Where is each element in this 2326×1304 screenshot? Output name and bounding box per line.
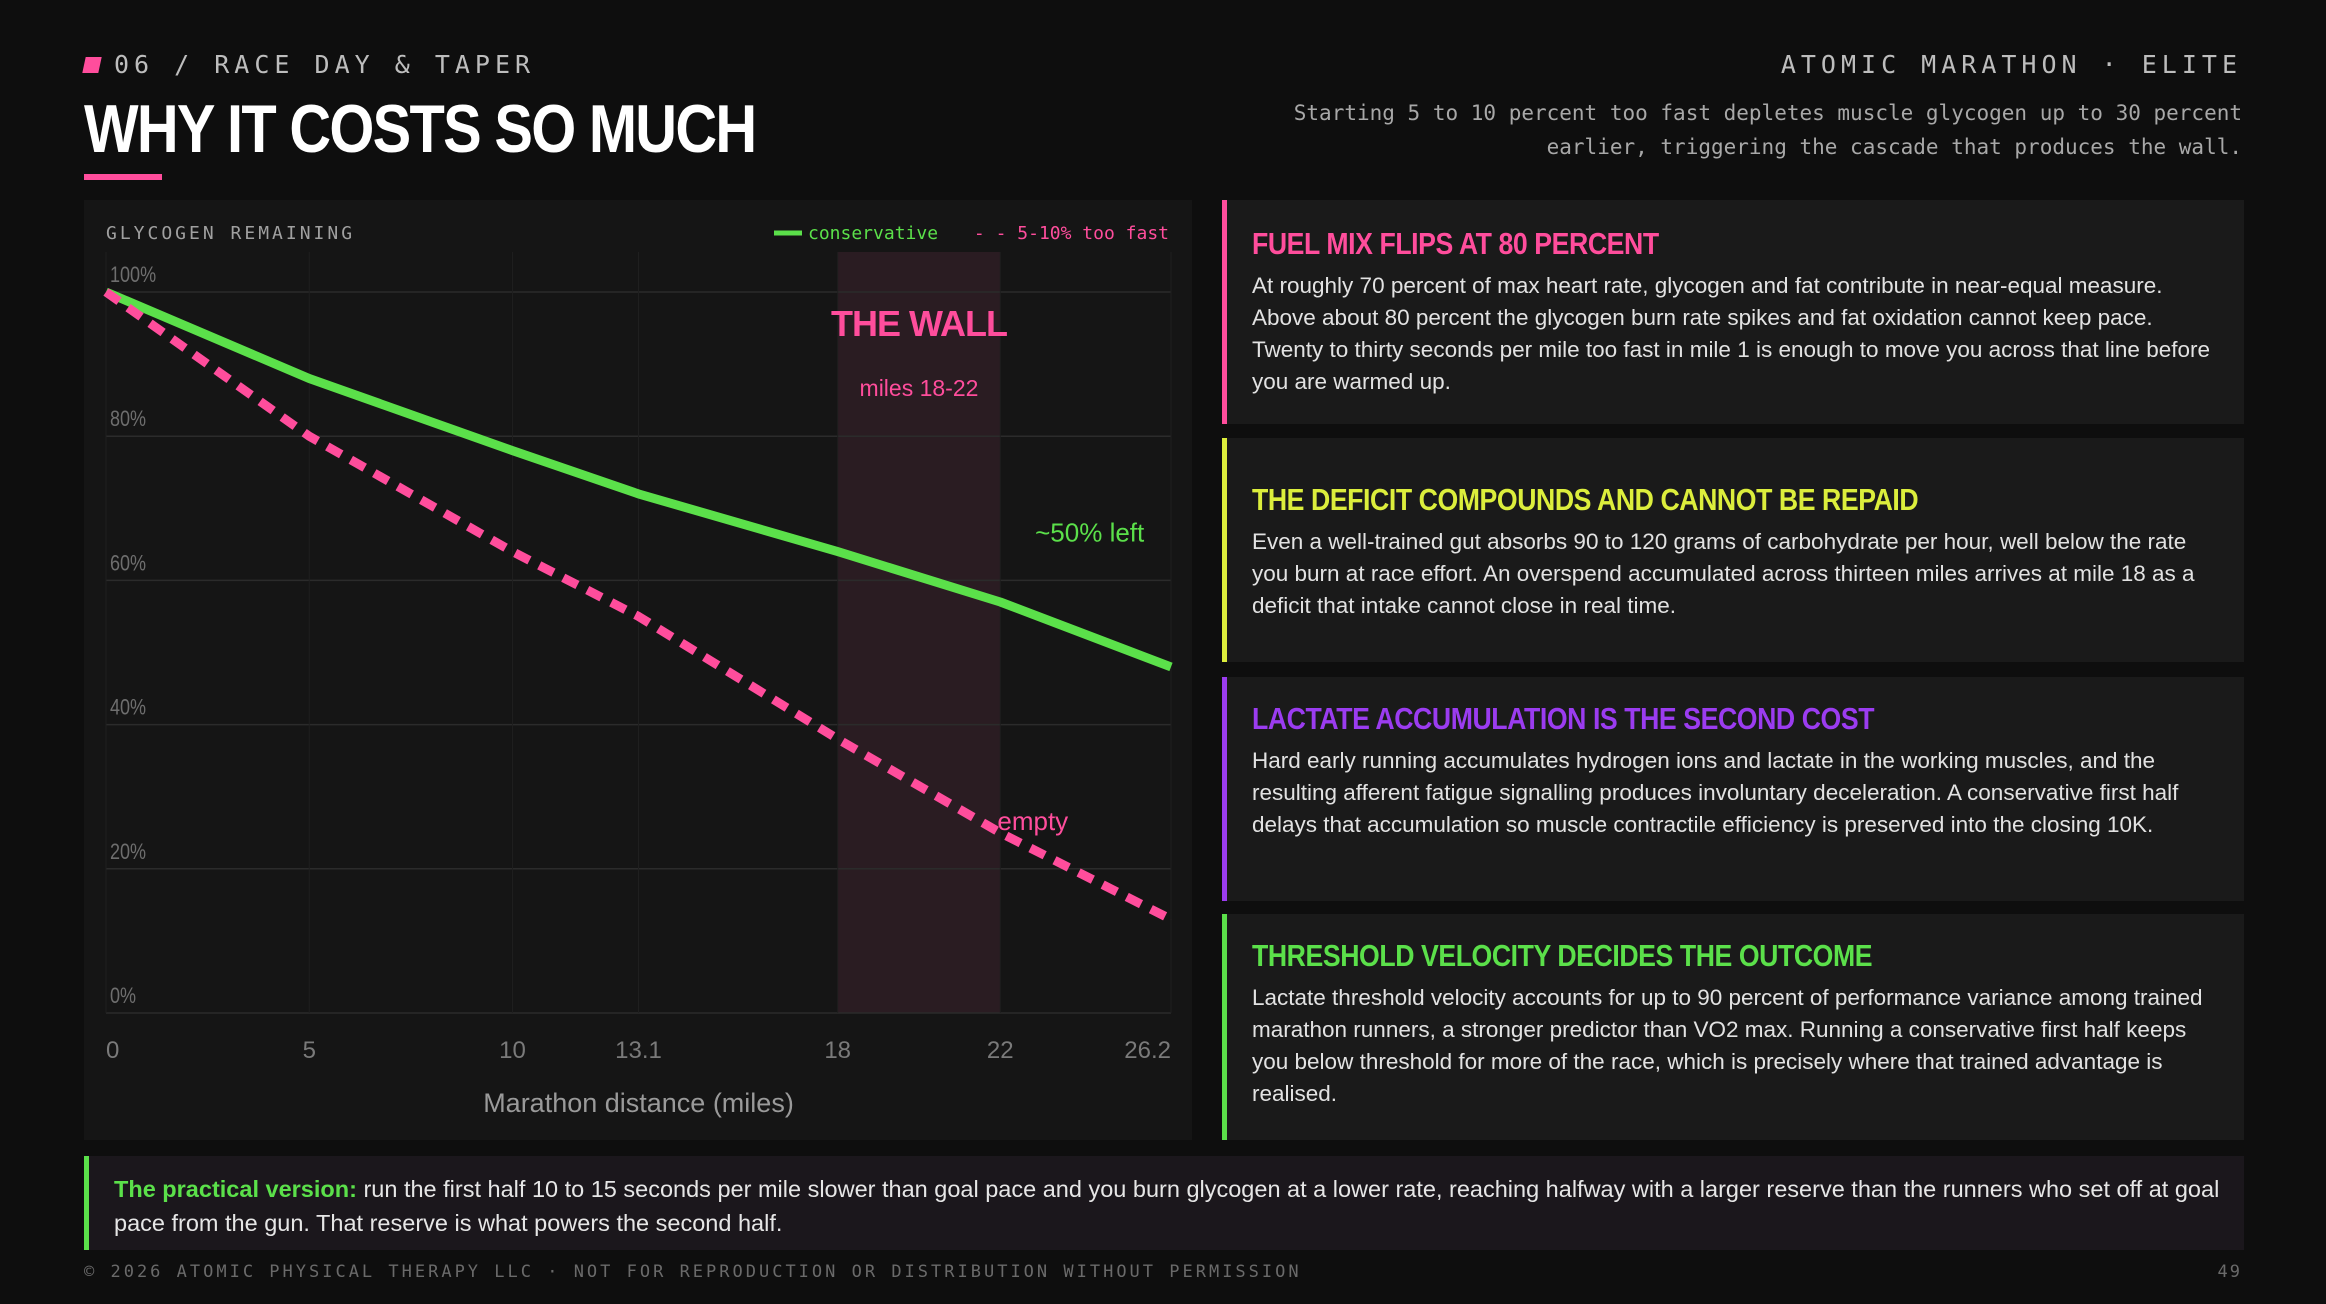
y-tick-label: 100% <box>110 263 156 287</box>
x-tick-label: 18 <box>824 1037 851 1064</box>
title-underline <box>84 174 162 180</box>
card-threshold: THRESHOLD VELOCITY DECIDES THE OUTCOME L… <box>1222 914 2244 1140</box>
wall-sublabel: miles 18-22 <box>860 375 979 401</box>
legend-label-conservative: conservative <box>808 223 938 244</box>
x-tick-label: 13.1 <box>615 1037 662 1064</box>
card-deficit: THE DEFICIT COMPOUNDS AND CANNOT BE REPA… <box>1222 438 2244 662</box>
card-accent-bar <box>1222 677 1227 901</box>
y-tick-label: 0% <box>110 984 136 1008</box>
legend-label-too-fast: - - 5-10% too fast <box>974 223 1169 244</box>
page-title: WHY IT COSTS SO MUCH <box>84 91 757 167</box>
x-tick-label: 10 <box>499 1037 526 1064</box>
wall-label: THE WALL <box>831 303 1007 344</box>
callout-lead: The practical version: <box>114 1176 357 1202</box>
card-body: Lactate threshold velocity accounts for … <box>1252 985 2203 1106</box>
card-accent-bar <box>1222 200 1227 424</box>
chart-title: GLYCOGEN REMAINING <box>106 223 355 244</box>
section-marker-icon <box>82 56 102 73</box>
section-eyebrow: 06 / RACE DAY & TAPER <box>82 50 536 79</box>
brand-label: ATOMIC MARATHON · ELITE <box>1780 50 2242 79</box>
wall-band <box>837 252 1001 1013</box>
card-body: Hard early running accumulates hydrogen … <box>1252 748 2179 837</box>
page-subtitle: Starting 5 to 10 percent too fast deplet… <box>1293 101 2242 159</box>
callout-text: run the first half 10 to 15 seconds per … <box>114 1176 2220 1236</box>
card-title: LACTATE ACCUMULATION IS THE SECOND COST <box>1252 701 1875 736</box>
y-tick-label: 80% <box>110 408 146 432</box>
x-axis-label: Marathon distance (miles) <box>483 1088 794 1118</box>
callout-accent-bar <box>84 1156 89 1250</box>
x-tick-label: 5 <box>303 1037 316 1064</box>
card-fuel-mix: FUEL MIX FLIPS AT 80 PERCENT At roughly … <box>1222 200 2244 424</box>
card-lactate: LACTATE ACCUMULATION IS THE SECOND COST … <box>1222 677 2244 901</box>
x-tick-label: 0 <box>106 1037 119 1064</box>
card-title: FUEL MIX FLIPS AT 80 PERCENT <box>1252 226 1659 261</box>
y-tick-label: 60% <box>110 552 146 576</box>
card-title: THE DEFICIT COMPOUNDS AND CANNOT BE REPA… <box>1252 482 1919 517</box>
practical-callout: The practical version: run the first hal… <box>84 1156 2244 1250</box>
y-tick-label: 20% <box>110 840 146 864</box>
y-tick-label: 40% <box>110 696 146 720</box>
page-number: 49 <box>2217 1262 2242 1282</box>
x-tick-label: 26.2 <box>1124 1037 1171 1064</box>
card-accent-bar <box>1222 438 1227 662</box>
chart-panel: 0% 20% 40% 60% 80% 100% 0 5 10 13.1 18 22 26.2 Marath… <box>84 200 1192 1140</box>
glycogen-chart: 0% 20% 40% 60% 80% 100% 0 5 10 13.1 18 22 26.2 Marath… <box>103 223 1174 1118</box>
x-tick-label: 22 <box>987 1037 1014 1064</box>
card-body: Even a well-trained gut absorbs 90 to 12… <box>1252 529 2195 618</box>
footer-copyright: © 2026 ATOMIC PHYSICAL THERAPY LLC · NOT… <box>84 1262 1302 1282</box>
chart-annotation: empty <box>997 806 1068 836</box>
card-body: At roughly 70 percent of max heart rate,… <box>1252 273 2210 394</box>
chart-annotation: ~50% left <box>1035 518 1145 548</box>
card-title: THRESHOLD VELOCITY DECIDES THE OUTCOME <box>1252 938 1873 973</box>
card-accent-bar <box>1222 914 1227 1140</box>
section-label: 06 / RACE DAY & TAPER <box>114 50 536 79</box>
